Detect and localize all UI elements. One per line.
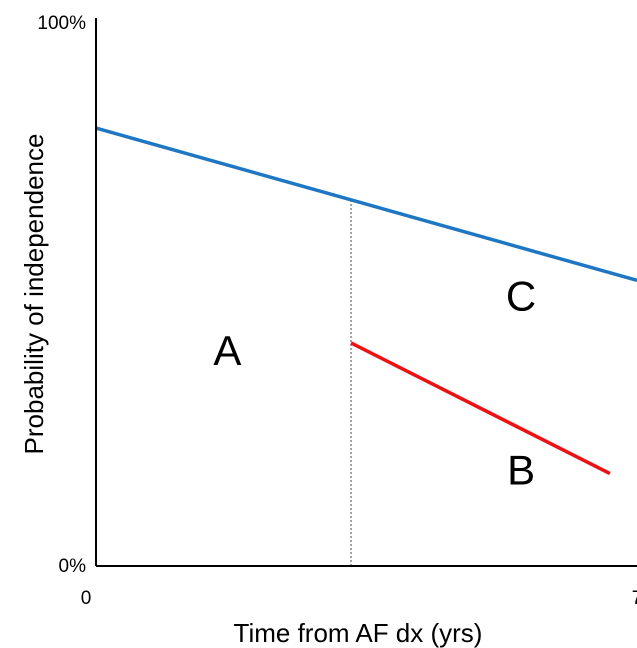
region-label-c: C [506,273,536,320]
y-axis-title: Probability of independence [19,134,49,455]
x-tick-label-min: 0 [81,588,92,609]
x-tick-label-max: 7 [632,588,637,609]
region-label-a: A [213,327,241,374]
x-axis-title: Time from AF dx (yrs) [234,618,483,648]
region-label-b: B [507,447,535,494]
annotation-layer: A C B [213,273,536,494]
y-tick-label-min: 0% [59,556,87,577]
plot-area [95,126,637,566]
series-line-2 [350,341,611,476]
series-line-1 [95,126,637,283]
y-tick-label-max: 100% [37,13,86,34]
